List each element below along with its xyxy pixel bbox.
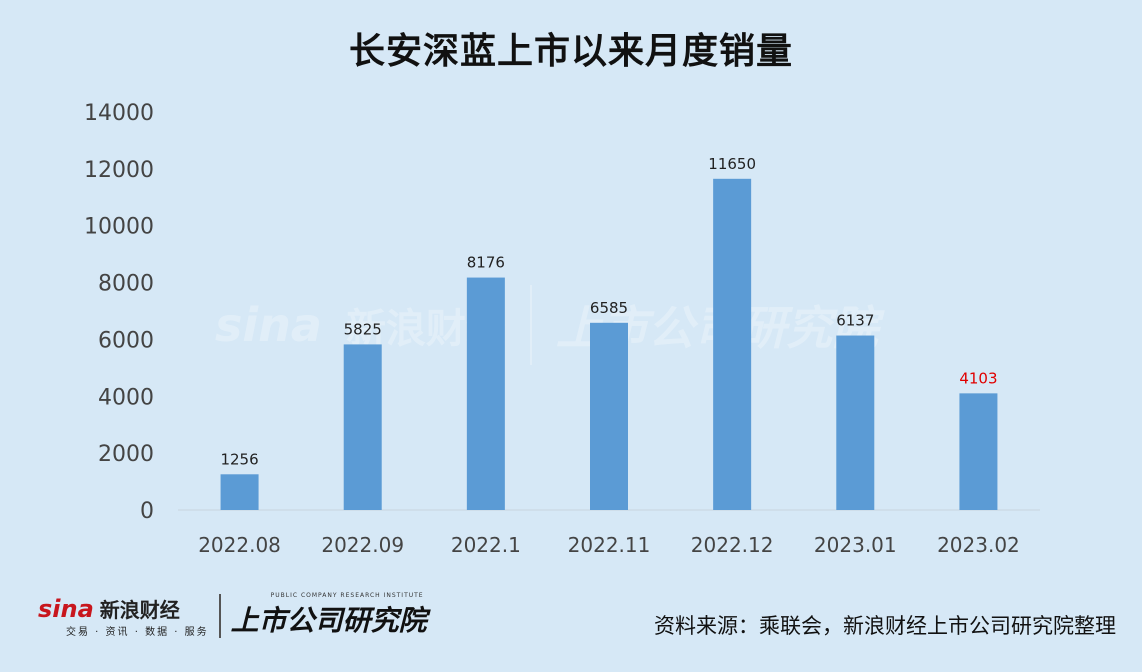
x-tick-label: 2022.12: [691, 533, 774, 557]
data-label: 5825: [344, 320, 382, 338]
data-label: 1256: [220, 450, 258, 468]
data-label: 11650: [708, 155, 756, 173]
y-tick-label: 6000: [98, 328, 154, 353]
chart-title: 长安深蓝上市以来月度销量: [348, 31, 793, 72]
data-label: 8176: [467, 254, 505, 272]
sina-logo: sina 新浪财经 交易 · 资讯 · 数据 · 服务: [38, 594, 209, 638]
data-label: 6137: [836, 312, 874, 330]
sina-logo-word: sina: [38, 594, 94, 623]
x-tick-label: 2023.02: [937, 533, 1020, 557]
bar: [466, 277, 505, 510]
x-tick-label: 2022.1: [451, 533, 521, 557]
x-tick-label: 2022.11: [568, 533, 651, 557]
bar: [590, 322, 628, 510]
y-tick-label: 4000: [98, 385, 154, 410]
bar: [713, 178, 752, 511]
source-note: 资料来源：乘联会，新浪财经上市公司研究院整理: [654, 614, 1116, 638]
y-tick-label: 8000: [98, 272, 154, 297]
bar: [343, 344, 382, 510]
y-tick-label: 12000: [84, 158, 154, 183]
x-tick-label: 2023.01: [814, 533, 897, 557]
y-tick-label: 10000: [84, 215, 154, 240]
sina-logo-cn: 新浪财经: [99, 597, 180, 622]
footer-logo: sina 新浪财经 交易 · 资讯 · 数据 · 服务 PUBLIC COMPA…: [38, 592, 427, 639]
institute-logo-en: PUBLIC COMPANY RESEARCH INSTITUTE: [270, 592, 424, 599]
logo-divider: [218, 593, 221, 638]
institute-logo: PUBLIC COMPANY RESEARCH INSTITUTE 上市公司研究…: [231, 592, 427, 639]
y-tick-label: 14000: [84, 101, 154, 126]
data-label: 4103: [959, 369, 997, 387]
x-tick-label: 2022.09: [321, 533, 404, 557]
sina-logo-tagline: 交易 · 资讯 · 数据 · 服务: [66, 626, 209, 638]
y-tick-label: 0: [140, 499, 154, 524]
institute-logo-cn: 上市公司研究院: [230, 604, 427, 637]
x-tick-label: 2022.08: [198, 533, 281, 557]
bar: [220, 474, 259, 510]
data-label: 6585: [590, 299, 628, 317]
y-tick-label: 2000: [98, 442, 154, 467]
bar: [836, 335, 875, 510]
bar: [959, 393, 998, 510]
